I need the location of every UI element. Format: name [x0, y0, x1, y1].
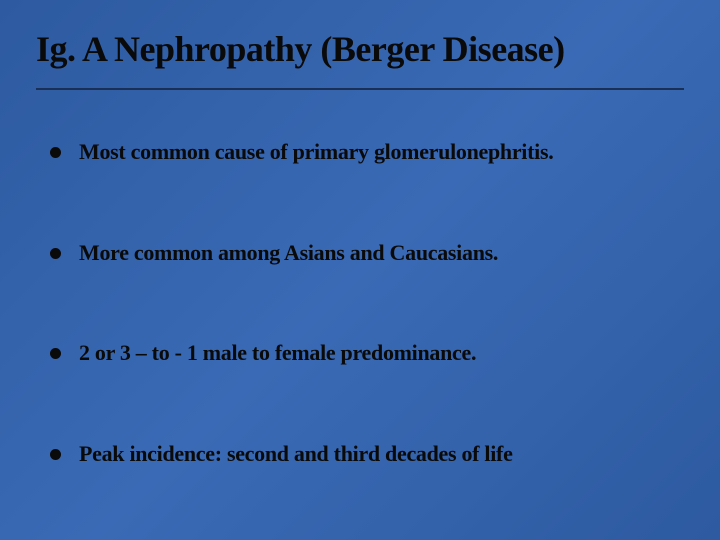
slide-container: Ig. A Nephropathy (Berger Disease) Most … — [0, 0, 720, 540]
list-item: Most common cause of primary glomerulone… — [50, 138, 684, 167]
bullet-icon — [50, 348, 61, 359]
bullet-text: More common among Asians and Caucasians. — [79, 239, 498, 268]
list-item: Peak incidence: second and third decades… — [50, 440, 684, 469]
list-item: 2 or 3 – to - 1 male to female predomina… — [50, 339, 684, 368]
slide-title: Ig. A Nephropathy (Berger Disease) — [36, 28, 684, 88]
bullet-icon — [50, 449, 61, 460]
bullet-list: Most common cause of primary glomerulone… — [36, 98, 684, 468]
bullet-icon — [50, 147, 61, 158]
title-underline — [36, 88, 684, 90]
list-item: More common among Asians and Caucasians. — [50, 239, 684, 268]
bullet-text: Peak incidence: second and third decades… — [79, 440, 513, 469]
bullet-icon — [50, 248, 61, 259]
bullet-text: 2 or 3 – to - 1 male to female predomina… — [79, 339, 476, 368]
bullet-text: Most common cause of primary glomerulone… — [79, 138, 553, 167]
